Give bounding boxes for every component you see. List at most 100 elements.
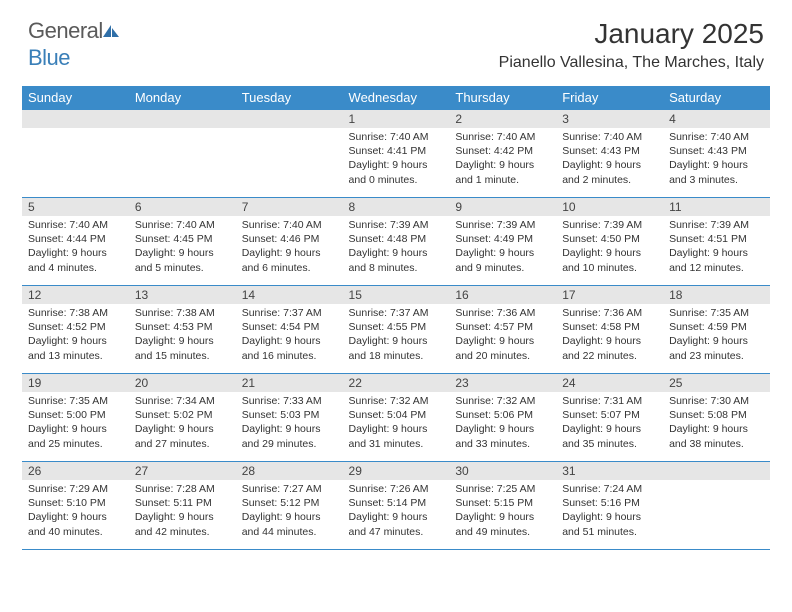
day-cell: 20Sunrise: 7:34 AMSunset: 5:02 PMDayligh… — [129, 373, 236, 461]
day-number: 30 — [449, 461, 556, 480]
week-row: 19Sunrise: 7:35 AMSunset: 5:00 PMDayligh… — [22, 373, 770, 461]
day-sunset: Sunset: 5:07 PM — [562, 408, 657, 422]
day-number: 7 — [236, 197, 343, 216]
day-daylight1: Daylight: 9 hours — [28, 422, 123, 436]
day-number: 11 — [663, 197, 770, 216]
day-sunrise: Sunrise: 7:36 AM — [562, 306, 657, 320]
day-cell: 9Sunrise: 7:39 AMSunset: 4:49 PMDaylight… — [449, 197, 556, 285]
day-daylight1: Daylight: 9 hours — [669, 246, 764, 260]
day-number: 18 — [663, 285, 770, 304]
day-cell: 8Sunrise: 7:39 AMSunset: 4:48 PMDaylight… — [343, 197, 450, 285]
day-header-friday: Friday — [556, 86, 663, 109]
day-cell: 22Sunrise: 7:32 AMSunset: 5:04 PMDayligh… — [343, 373, 450, 461]
day-number: 28 — [236, 461, 343, 480]
day-cell: 12Sunrise: 7:38 AMSunset: 4:52 PMDayligh… — [22, 285, 129, 373]
day-daylight2: and 51 minutes. — [562, 525, 657, 539]
day-daylight1: Daylight: 9 hours — [242, 246, 337, 260]
day-daylight1: Daylight: 9 hours — [455, 422, 550, 436]
day-number: 31 — [556, 461, 663, 480]
logo-text-general: General — [28, 18, 103, 43]
day-daylight1: Daylight: 9 hours — [349, 158, 444, 172]
day-daylight2: and 44 minutes. — [242, 525, 337, 539]
day-daylight1: Daylight: 9 hours — [28, 510, 123, 524]
day-daylight2: and 16 minutes. — [242, 349, 337, 363]
day-sunset: Sunset: 5:04 PM — [349, 408, 444, 422]
day-sunset: Sunset: 4:48 PM — [349, 232, 444, 246]
logo-sail-icon — [101, 19, 121, 45]
day-daylight2: and 35 minutes. — [562, 437, 657, 451]
day-number: 12 — [22, 285, 129, 304]
day-cell: 13Sunrise: 7:38 AMSunset: 4:53 PMDayligh… — [129, 285, 236, 373]
day-sunrise: Sunrise: 7:36 AM — [455, 306, 550, 320]
day-body: Sunrise: 7:38 AMSunset: 4:53 PMDaylight:… — [129, 304, 236, 367]
day-body: Sunrise: 7:32 AMSunset: 5:04 PMDaylight:… — [343, 392, 450, 455]
day-header-thursday: Thursday — [449, 86, 556, 109]
day-body: Sunrise: 7:39 AMSunset: 4:51 PMDaylight:… — [663, 216, 770, 279]
day-sunrise: Sunrise: 7:38 AM — [28, 306, 123, 320]
day-sunset: Sunset: 4:58 PM — [562, 320, 657, 334]
logo: GeneralBlue — [28, 18, 121, 71]
day-body: Sunrise: 7:35 AMSunset: 5:00 PMDaylight:… — [22, 392, 129, 455]
day-number — [22, 109, 129, 128]
day-sunrise: Sunrise: 7:39 AM — [562, 218, 657, 232]
day-daylight1: Daylight: 9 hours — [135, 246, 230, 260]
day-header-row: Sunday Monday Tuesday Wednesday Thursday… — [22, 86, 770, 109]
day-daylight1: Daylight: 9 hours — [562, 422, 657, 436]
day-number: 29 — [343, 461, 450, 480]
day-sunrise: Sunrise: 7:30 AM — [669, 394, 764, 408]
day-daylight2: and 12 minutes. — [669, 261, 764, 275]
day-cell: 5Sunrise: 7:40 AMSunset: 4:44 PMDaylight… — [22, 197, 129, 285]
day-body — [663, 480, 770, 486]
day-body: Sunrise: 7:40 AMSunset: 4:43 PMDaylight:… — [556, 128, 663, 191]
calendar-bottom-border — [22, 549, 770, 550]
day-body: Sunrise: 7:28 AMSunset: 5:11 PMDaylight:… — [129, 480, 236, 543]
calendar-body: 1Sunrise: 7:40 AMSunset: 4:41 PMDaylight… — [22, 109, 770, 549]
day-number: 6 — [129, 197, 236, 216]
week-row: 5Sunrise: 7:40 AMSunset: 4:44 PMDaylight… — [22, 197, 770, 285]
day-body: Sunrise: 7:40 AMSunset: 4:45 PMDaylight:… — [129, 216, 236, 279]
day-sunrise: Sunrise: 7:34 AM — [135, 394, 230, 408]
day-body: Sunrise: 7:24 AMSunset: 5:16 PMDaylight:… — [556, 480, 663, 543]
day-number: 23 — [449, 373, 556, 392]
day-cell: 18Sunrise: 7:35 AMSunset: 4:59 PMDayligh… — [663, 285, 770, 373]
day-body: Sunrise: 7:34 AMSunset: 5:02 PMDaylight:… — [129, 392, 236, 455]
day-number: 17 — [556, 285, 663, 304]
month-title: January 2025 — [499, 18, 764, 50]
day-number: 21 — [236, 373, 343, 392]
day-sunset: Sunset: 5:03 PM — [242, 408, 337, 422]
day-sunrise: Sunrise: 7:38 AM — [135, 306, 230, 320]
day-daylight1: Daylight: 9 hours — [349, 246, 444, 260]
title-block: January 2025 Pianello Vallesina, The Mar… — [499, 18, 764, 72]
day-cell: 28Sunrise: 7:27 AMSunset: 5:12 PMDayligh… — [236, 461, 343, 549]
day-daylight2: and 1 minute. — [455, 173, 550, 187]
day-sunset: Sunset: 5:10 PM — [28, 496, 123, 510]
day-sunset: Sunset: 4:43 PM — [669, 144, 764, 158]
day-cell: 24Sunrise: 7:31 AMSunset: 5:07 PMDayligh… — [556, 373, 663, 461]
day-daylight2: and 10 minutes. — [562, 261, 657, 275]
day-sunset: Sunset: 4:45 PM — [135, 232, 230, 246]
day-daylight1: Daylight: 9 hours — [28, 334, 123, 348]
day-sunrise: Sunrise: 7:33 AM — [242, 394, 337, 408]
day-daylight1: Daylight: 9 hours — [455, 334, 550, 348]
day-daylight1: Daylight: 9 hours — [349, 334, 444, 348]
day-sunrise: Sunrise: 7:35 AM — [28, 394, 123, 408]
day-body — [236, 128, 343, 134]
day-header-sunday: Sunday — [22, 86, 129, 109]
day-sunrise: Sunrise: 7:27 AM — [242, 482, 337, 496]
day-cell: 15Sunrise: 7:37 AMSunset: 4:55 PMDayligh… — [343, 285, 450, 373]
day-body: Sunrise: 7:31 AMSunset: 5:07 PMDaylight:… — [556, 392, 663, 455]
day-daylight1: Daylight: 9 hours — [669, 158, 764, 172]
day-cell: 4Sunrise: 7:40 AMSunset: 4:43 PMDaylight… — [663, 109, 770, 197]
day-daylight1: Daylight: 9 hours — [669, 422, 764, 436]
day-daylight1: Daylight: 9 hours — [135, 422, 230, 436]
day-sunset: Sunset: 4:42 PM — [455, 144, 550, 158]
day-cell: 30Sunrise: 7:25 AMSunset: 5:15 PMDayligh… — [449, 461, 556, 549]
day-number: 8 — [343, 197, 450, 216]
day-sunset: Sunset: 5:12 PM — [242, 496, 337, 510]
day-sunrise: Sunrise: 7:29 AM — [28, 482, 123, 496]
day-sunset: Sunset: 4:55 PM — [349, 320, 444, 334]
day-sunrise: Sunrise: 7:39 AM — [455, 218, 550, 232]
day-sunrise: Sunrise: 7:40 AM — [349, 130, 444, 144]
day-daylight2: and 27 minutes. — [135, 437, 230, 451]
day-body: Sunrise: 7:32 AMSunset: 5:06 PMDaylight:… — [449, 392, 556, 455]
